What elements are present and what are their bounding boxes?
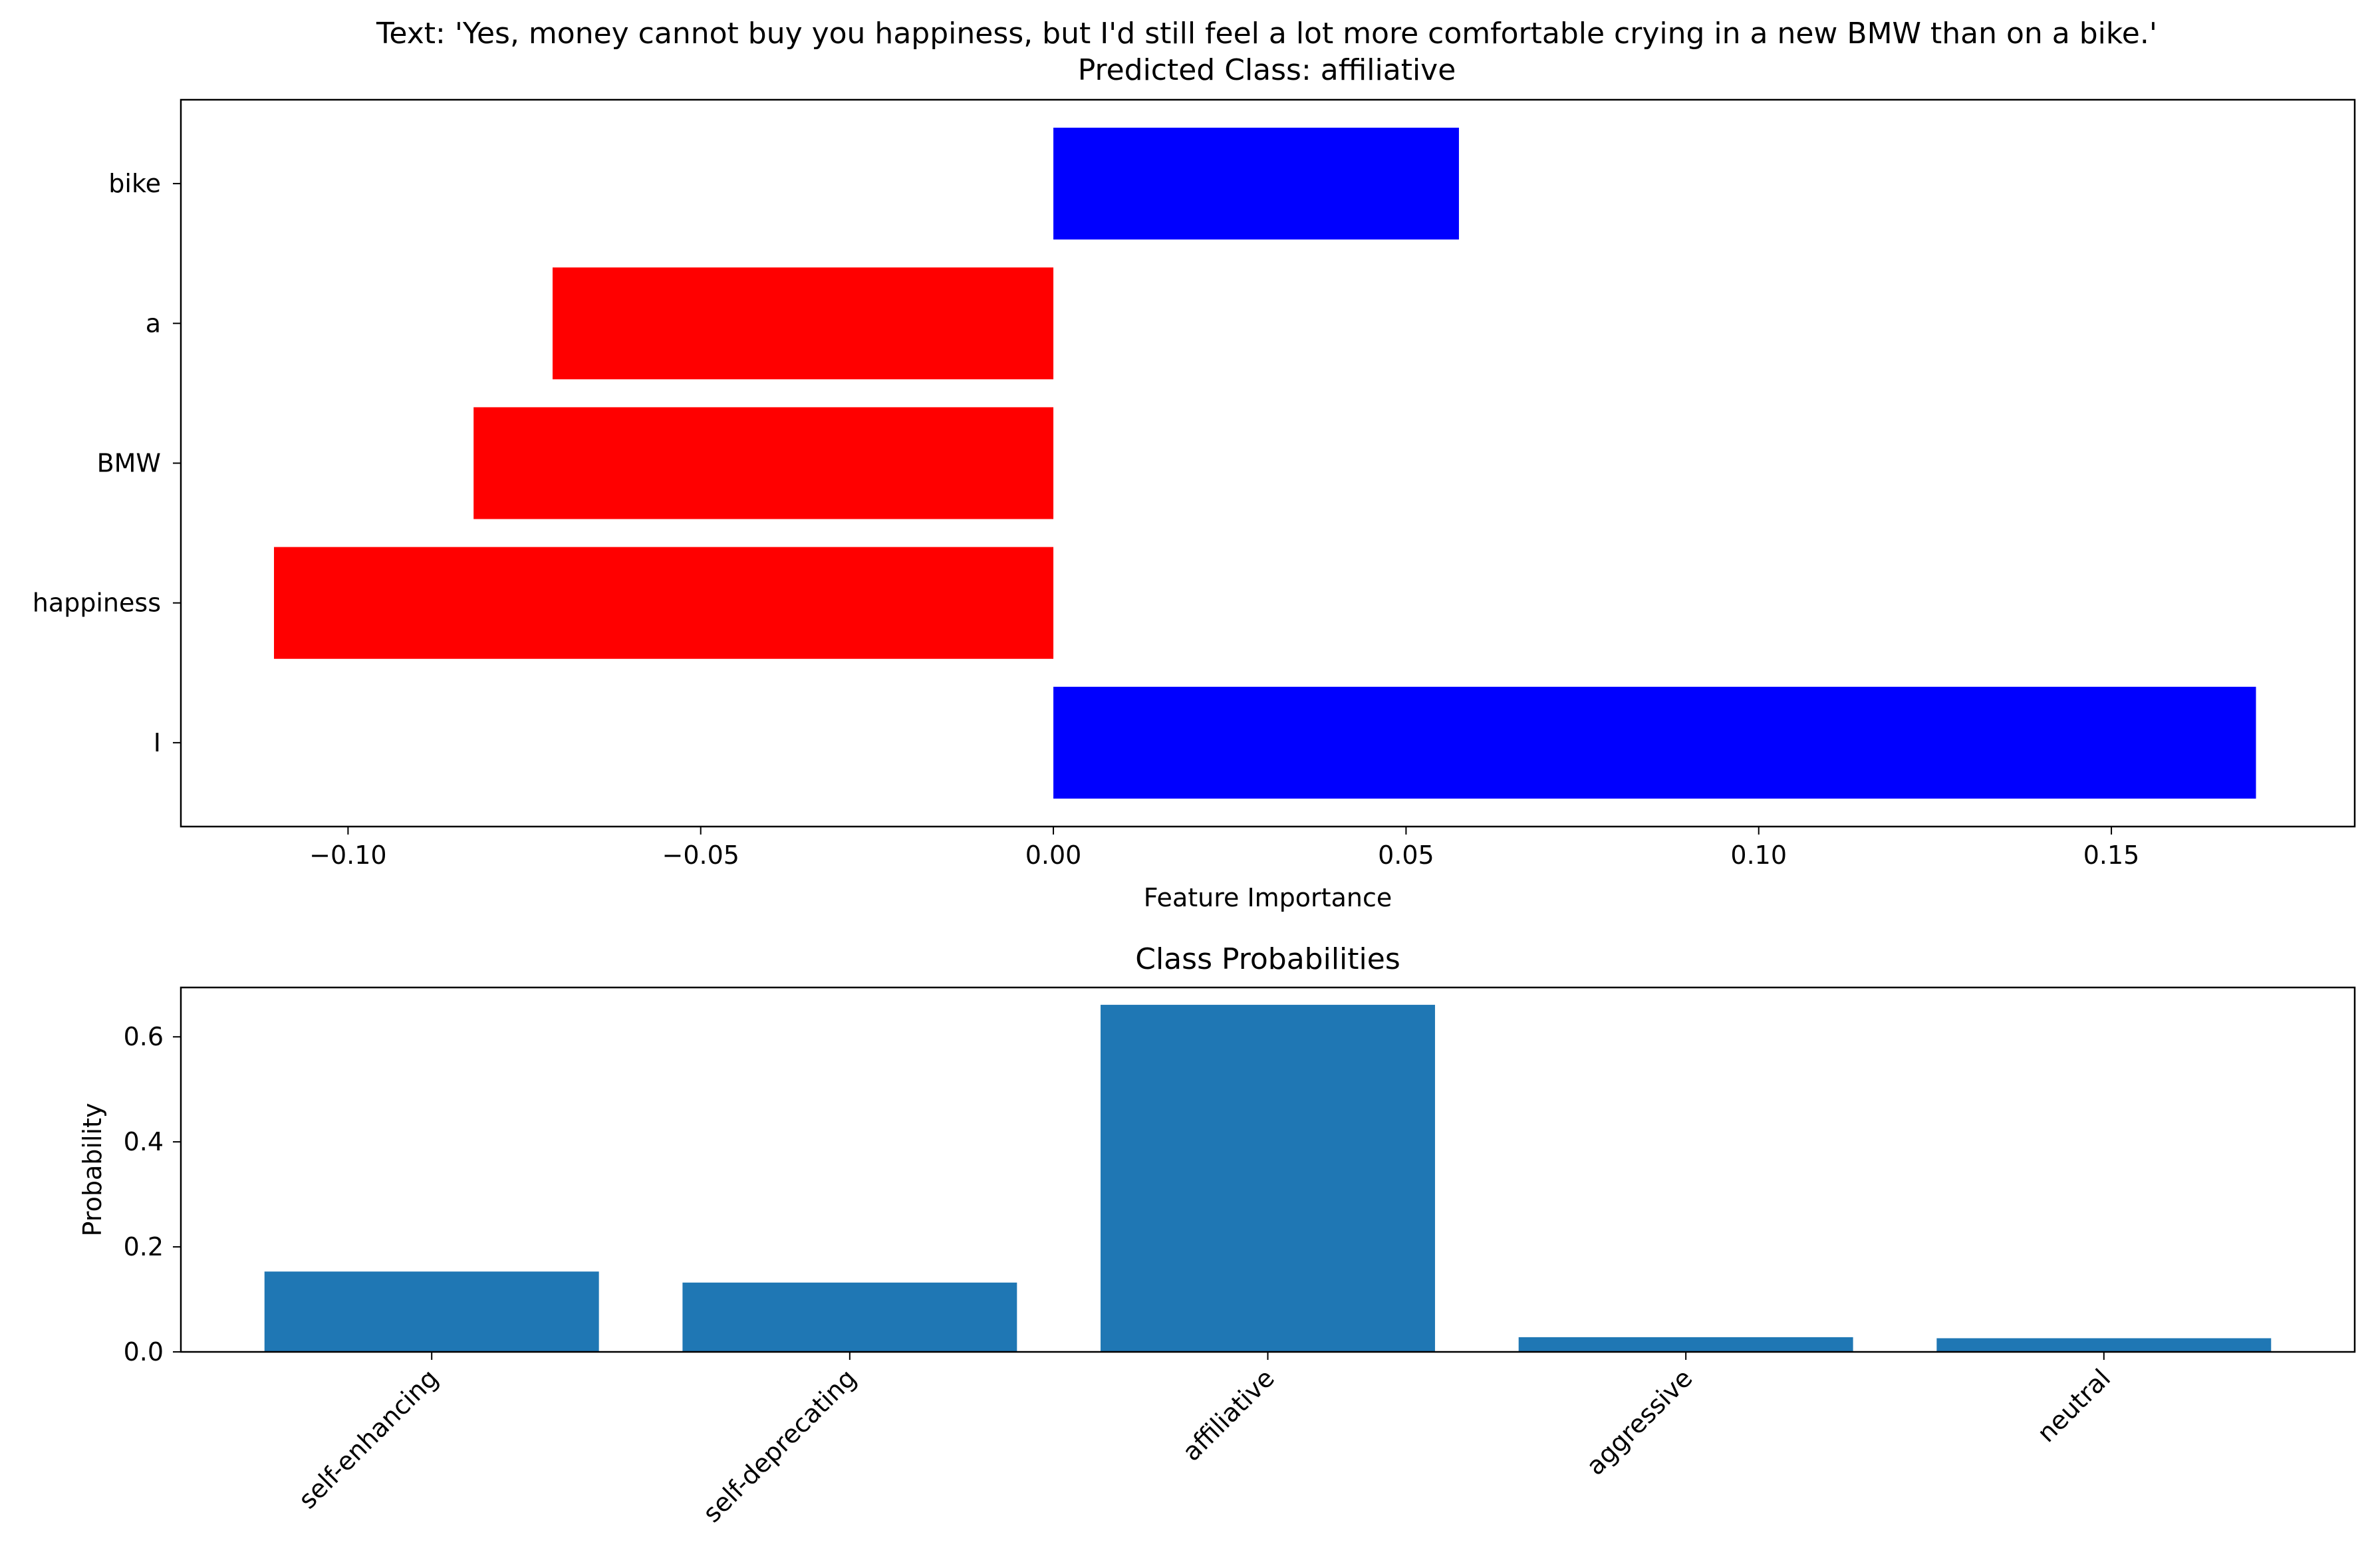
x-tick-label: 0.05: [1378, 841, 1434, 870]
x-tick-label: −0.10: [309, 841, 386, 870]
y-tick-label: 0.6: [124, 1022, 164, 1051]
bar-happiness: [274, 547, 1054, 659]
class-probabilities-y-ticks: 0.0 0.2 0.4 0.6: [124, 1022, 181, 1367]
y-tick-label: 0.0: [124, 1337, 164, 1367]
bar-self-deprecating: [682, 1282, 1017, 1352]
y-tick-label-bmw: BMW: [97, 449, 161, 478]
feature-importance-x-ticks: −0.10 −0.05 0.00 0.05 0.10 0.15: [309, 827, 2139, 870]
figure-title-line1: Text: 'Yes, money cannot buy you happine…: [376, 17, 2157, 51]
bar-aggressive: [1518, 1337, 1853, 1352]
bar-self-enhancing: [264, 1271, 599, 1352]
x-tick-label: 0.00: [1025, 841, 1082, 870]
y-tick-label-happiness: happiness: [33, 588, 161, 618]
y-tick-label: 0.2: [124, 1232, 164, 1261]
class-probabilities-title: Class Probabilities: [1135, 942, 1400, 976]
y-tick-label-a: a: [146, 309, 161, 338]
bar-a: [552, 267, 1054, 380]
y-tick-label: 0.4: [124, 1127, 164, 1156]
x-tick-label: 0.15: [2083, 841, 2140, 870]
x-tick-label: −0.05: [662, 841, 739, 870]
class-probabilities-y-axis-label: Probability: [78, 1103, 107, 1237]
y-tick-label-i: I: [154, 728, 161, 757]
feature-importance-bars: [274, 128, 2256, 799]
bar-bike: [1053, 128, 1459, 240]
bar-neutral: [1936, 1338, 2272, 1352]
class-probability-bars: [264, 1005, 2272, 1352]
feature-importance-x-axis-label: Feature Importance: [1144, 883, 1392, 912]
figure-title-line2: Predicted Class: affiliative: [1078, 53, 1456, 87]
y-tick-label-bike: bike: [108, 169, 161, 198]
bar-i: [1053, 686, 2256, 799]
bar-affiliative: [1101, 1005, 1435, 1352]
x-tick-label: 0.10: [1730, 841, 1787, 870]
bar-bmw: [473, 407, 1054, 519]
